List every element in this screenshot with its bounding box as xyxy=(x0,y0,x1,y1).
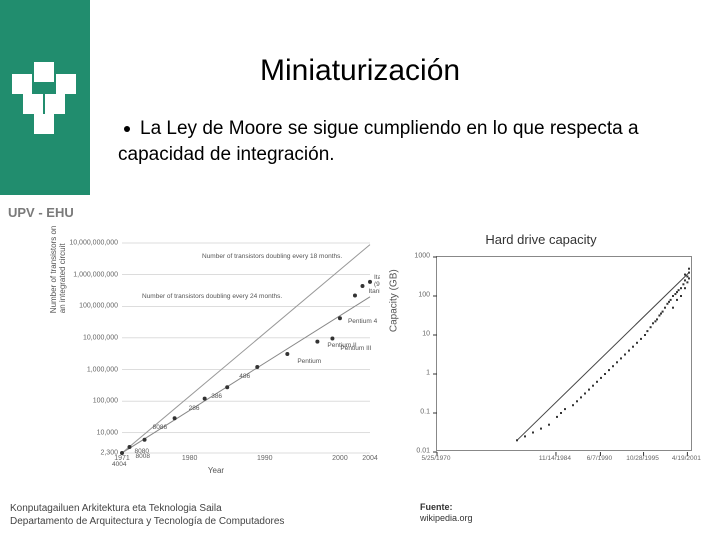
upv-logo-icon xyxy=(12,62,78,142)
footer-line2: Departamento de Arquitectura y Tecnologí… xyxy=(10,515,284,528)
chart1-ytick: 2,300 xyxy=(52,450,120,457)
chart1-ytick: 1,000,000,000 xyxy=(52,271,120,278)
chart2-ytick: 0.1 xyxy=(400,409,432,416)
chart2-ytick: 100 xyxy=(400,292,432,299)
chart2-xtick: 6/7/1990 xyxy=(587,453,612,462)
chart1-ytick: 100,000 xyxy=(52,398,120,405)
chart2-xtick: 11/14/1984 xyxy=(539,453,571,462)
chart1-ytick: 10,000 xyxy=(52,429,120,436)
chart1-point-label: Pentium xyxy=(297,358,321,365)
chart1-ytick: 10,000,000 xyxy=(52,334,120,341)
source-citation: Fuente: wikipedia.org xyxy=(420,502,473,524)
fuente-label: Fuente: xyxy=(420,502,473,513)
chart1-ytick: 100,000,000 xyxy=(52,303,120,310)
bullet-text: La Ley de Moore se sigue cumpliendo en l… xyxy=(118,118,639,165)
chart1-trend-label: Number of transistors doubling every 18 … xyxy=(202,253,342,260)
chart1-point-label: 486 xyxy=(239,373,250,380)
chart1-trend-label: Number of transistors doubling every 24 … xyxy=(142,293,282,300)
chart1-xtick: 1980 xyxy=(182,453,198,462)
chart2-plot-area xyxy=(436,256,692,451)
footer: Konputagailuen Arkitektura eta Teknologi… xyxy=(10,502,284,528)
chart1-point-label: 286 xyxy=(189,405,200,412)
org-label: UPV - EHU xyxy=(8,205,74,220)
chart1-point-label: 386 xyxy=(211,393,222,400)
chart2-ytick: 1 xyxy=(400,370,432,377)
chart1-point-label: 8086 xyxy=(153,424,167,431)
chart1-point-label: Pentium 4 xyxy=(348,318,377,325)
chart2-ylabel: Capacity (GB) xyxy=(389,269,400,332)
fuente-value: wikipedia.org xyxy=(420,513,473,524)
chart2-ytick: 1000 xyxy=(400,253,432,260)
chart1-point-label: 8008 xyxy=(136,453,150,460)
bullet-item: La Ley de Moore se sigue cumpliendo en l… xyxy=(118,116,678,167)
page-title: Miniaturización xyxy=(260,54,460,88)
chart2-xtick: 5/25/1970 xyxy=(422,453,451,462)
chart1-point-label: 4004 xyxy=(112,461,126,468)
logo-block xyxy=(0,0,90,195)
chart1-point-label: Pentium II xyxy=(327,342,356,349)
chart2-title: Hard drive capacity xyxy=(380,232,702,247)
chart2-xtick: 4/19/2001 xyxy=(672,453,701,462)
chart2-ytick: 10 xyxy=(400,331,432,338)
hdd-capacity-chart: Hard drive capacity Capacity (GB) 100010… xyxy=(380,238,702,483)
chart1-xtick: 2000 xyxy=(332,453,348,462)
chart1-ytick: 1,000,000 xyxy=(52,366,120,373)
chart1-ytick: 10,000,000,000 xyxy=(52,240,120,247)
chart1-xlabel: Year xyxy=(208,466,224,475)
chart1-xtick: 1990 xyxy=(257,453,273,462)
chart2-xtick: 10/28/1995 xyxy=(626,453,659,462)
charts-container: Number of transistors onan integrated ci… xyxy=(52,238,702,488)
moores-law-chart: Number of transistors onan integrated ci… xyxy=(52,238,380,483)
footer-line1: Konputagailuen Arkitektura eta Teknologi… xyxy=(10,502,284,515)
bullet-dot-icon xyxy=(124,126,130,132)
chart1-xtick: 2004 xyxy=(362,453,378,462)
